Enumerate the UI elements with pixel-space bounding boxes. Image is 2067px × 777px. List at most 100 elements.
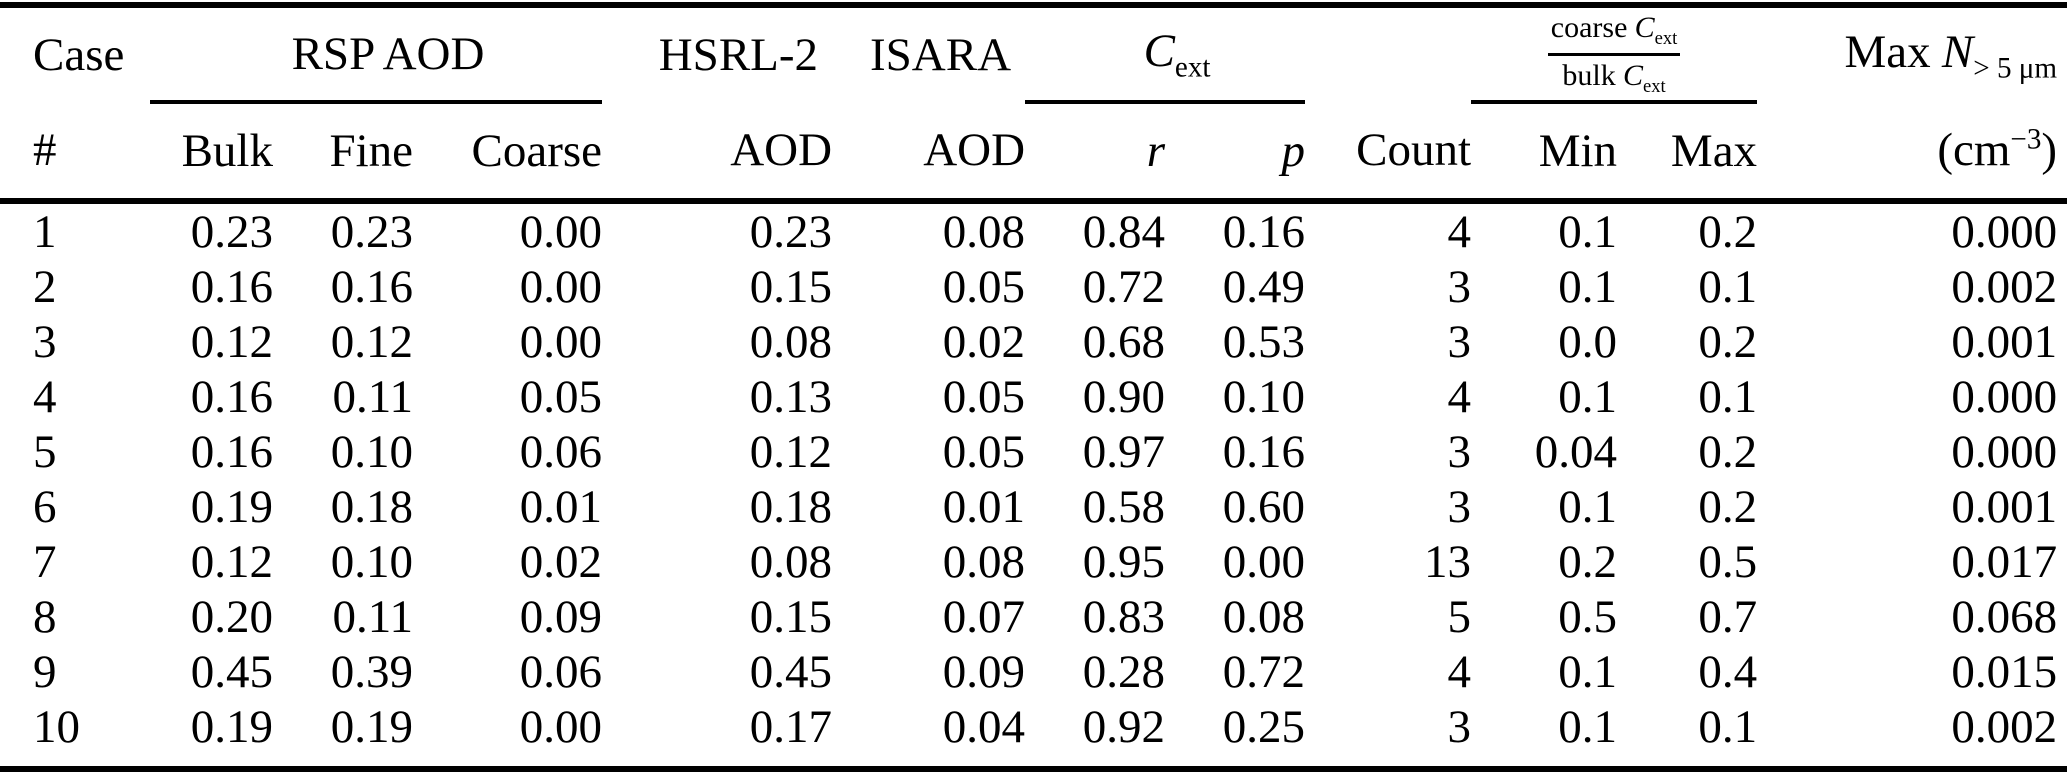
value-cell: 0.02	[942, 315, 1026, 368]
value-cell: 0.72	[1222, 645, 1306, 698]
value-cell: 0.001	[1951, 480, 2058, 533]
col-header-count: Count	[1305, 102, 1472, 204]
value-cell: 0.01	[519, 480, 603, 533]
col-header-case-number: #	[0, 102, 150, 204]
fraction-numerator-subscript: ext	[1654, 28, 1678, 50]
value-cell: 0.00	[1222, 535, 1306, 588]
value-cell: 0.001	[1951, 315, 2058, 368]
value-cell: 0.72	[1082, 260, 1166, 313]
value-cell: 0.19	[190, 480, 273, 533]
col-group-cext: Cext	[1025, 8, 1306, 104]
table-row: 3 0.12 0.12 0.00 0.08 0.02 0.68 0.53 3 0.0 0.2 0.00…	[0, 314, 2067, 369]
value-cell: 0.20	[190, 590, 273, 643]
value-cell: 0.2	[1558, 535, 1618, 588]
value-cell: 0.1	[1698, 700, 1758, 753]
value-cell: 0.017	[1951, 535, 2058, 588]
value-cell: 0.1	[1558, 480, 1618, 533]
case-number-cell: 5	[33, 425, 57, 478]
col-header-p: p	[1165, 102, 1306, 204]
value-cell: 0.002	[1951, 260, 2058, 313]
value-cell: 0.83	[1082, 590, 1166, 643]
fraction-numerator: coarse Cext	[1547, 10, 1681, 56]
value-cell: 0.00	[519, 260, 603, 313]
value-cell: 0.08	[749, 535, 833, 588]
value-cell: 0.04	[942, 700, 1026, 753]
value-cell: 0.53	[1222, 315, 1306, 368]
fraction-numerator-word: coarse	[1550, 11, 1628, 45]
value-cell: 0.16	[1222, 425, 1306, 478]
value-cell: 0.15	[749, 590, 833, 643]
col-group-hsrl2: HSRL-2	[658, 29, 819, 81]
value-cell: 0.45	[190, 645, 273, 698]
value-cell: 0.12	[190, 315, 273, 368]
value-cell: 3	[1447, 480, 1472, 533]
fraction-numerator-symbol: C	[1634, 11, 1655, 45]
fraction-denominator-word: bulk	[1562, 58, 1616, 92]
value-cell: 4	[1447, 370, 1472, 423]
col-group-count-spacer	[1305, 8, 1471, 102]
value-cell: 0.2	[1698, 480, 1758, 533]
col-header-max: Max	[1617, 102, 1758, 204]
value-cell: 4	[1447, 645, 1472, 698]
table-row: 4 0.16 0.11 0.05 0.13 0.05 0.90 0.10 4 0.1 0.1 0.00…	[0, 369, 2067, 424]
cext-symbol: C	[1143, 24, 1175, 77]
value-cell: 0.000	[1951, 370, 2058, 423]
value-cell: 4	[1447, 205, 1472, 258]
value-cell: 0.00	[519, 315, 603, 368]
value-cell: 0.15	[749, 260, 833, 313]
value-cell: 0.16	[1222, 205, 1306, 258]
header-group-row: Case RSP AOD HSRL-2 ISARA Cext coarse Cex…	[0, 8, 2067, 104]
value-cell: 0.90	[1082, 370, 1166, 423]
value-cell: 0.08	[749, 315, 833, 368]
table-row: 6 0.19 0.18 0.01 0.18 0.01 0.58 0.60 3 0.1 0.2 0.00…	[0, 479, 2067, 534]
unit-close: )	[2041, 124, 2058, 176]
value-cell: 0.17	[749, 700, 833, 753]
value-cell: 0.04	[1534, 425, 1618, 478]
unit-superscript: −3	[2010, 123, 2042, 156]
case-number-cell: 6	[33, 480, 57, 533]
value-cell: 0.19	[330, 700, 413, 753]
value-cell: 0.02	[519, 535, 603, 588]
value-cell: 0.00	[519, 205, 603, 258]
value-cell: 0.000	[1951, 425, 2058, 478]
value-cell: 0.95	[1082, 535, 1166, 588]
value-cell: 0.06	[519, 425, 603, 478]
rsp-aod-label: RSP AOD	[291, 28, 485, 80]
table-row: 2 0.16 0.16 0.00 0.15 0.05 0.72 0.49 3 0.1 0.1 0.00…	[0, 259, 2067, 314]
value-cell: 0.11	[332, 590, 413, 643]
value-cell: 0.1	[1558, 370, 1618, 423]
value-cell: 0.5	[1558, 590, 1618, 643]
col-group-max-n: Max N> 5 μm	[1757, 8, 2067, 102]
value-cell: 0.05	[942, 260, 1026, 313]
table-header: Case RSP AOD HSRL-2 ISARA Cext coarse Cex…	[0, 8, 2067, 204]
value-cell: 0.09	[519, 590, 603, 643]
case-number-cell: 10	[33, 700, 80, 753]
col-group-isara: ISARA	[870, 29, 1012, 81]
value-cell: 0.11	[332, 370, 413, 423]
value-cell: 0.00	[519, 700, 603, 753]
coarse-bulk-cext-fraction: coarse Cext bulk Cext	[1547, 10, 1681, 98]
value-cell: 0.10	[330, 535, 413, 588]
table-row: 7 0.12 0.10 0.02 0.08 0.08 0.95 0.00 13 0.2 0.5 0.0…	[0, 534, 2067, 589]
value-cell: 0.23	[330, 205, 413, 258]
value-cell: 0.28	[1082, 645, 1166, 698]
value-cell: 0.16	[190, 425, 273, 478]
value-cell: 0.0	[1558, 315, 1618, 368]
value-cell: 0.16	[190, 260, 273, 313]
value-cell: 0.49	[1222, 260, 1306, 313]
value-cell: 3	[1447, 260, 1472, 313]
top-rule	[0, 2, 2067, 8]
value-cell: 0.05	[519, 370, 603, 423]
table-body: 1 0.23 0.23 0.00 0.23 0.08 0.84 0.16 4 0.1 0.2 0.00…	[0, 201, 2067, 754]
max-n-symbol: N	[1941, 25, 1974, 78]
value-cell: 0.08	[942, 535, 1026, 588]
header-row: # Bulk Fine Coarse AOD AOD r p Count Min…	[0, 102, 2067, 204]
case-number-cell: 9	[33, 645, 57, 698]
col-header-coarse: Coarse	[413, 102, 603, 204]
table-row: 5 0.16 0.10 0.06 0.12 0.05 0.97 0.16 3 0.04 0.2 0.0…	[0, 424, 2067, 479]
value-cell: 0.01	[942, 480, 1026, 533]
value-cell: 0.23	[190, 205, 273, 258]
value-cell: 0.000	[1951, 205, 2058, 258]
value-cell: 13	[1424, 535, 1472, 588]
